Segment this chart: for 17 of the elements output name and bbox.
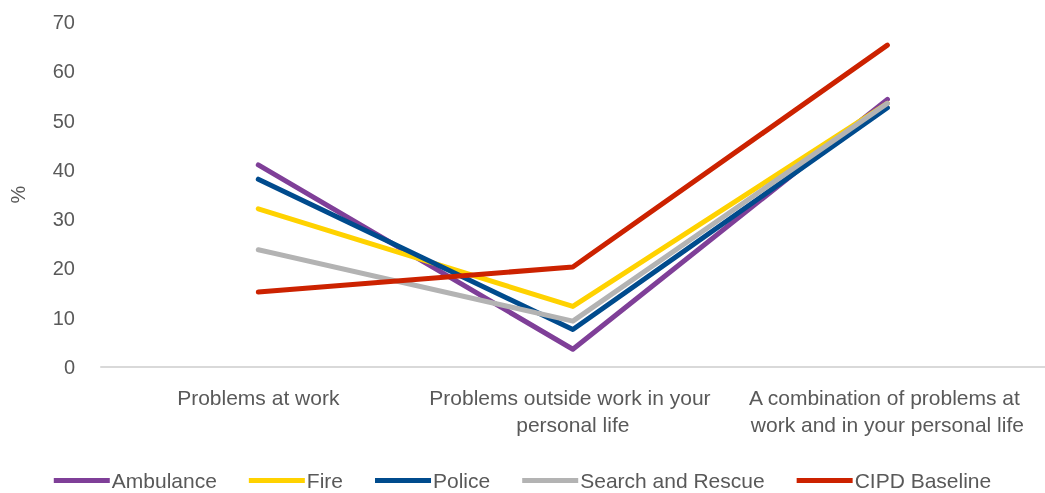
x-tick-label: A combination of problems at work and in your personal life (749, 386, 1026, 436)
x-tick-label: Problems at work (177, 386, 340, 409)
y-axis-title: % (7, 185, 29, 204)
y-tick-label: 60 (52, 60, 75, 83)
y-tick-label: 10 (52, 306, 75, 329)
y-tick-label: 20 (52, 257, 75, 280)
y-tick-label: 70 (52, 11, 75, 33)
legend-label: Fire (306, 469, 344, 492)
legend-label: CIPD Baseline (854, 469, 992, 492)
legend-label: Ambulance (111, 469, 217, 492)
y-tick-label: 30 (52, 208, 75, 231)
y-tick-label: 50 (52, 109, 75, 132)
y-tick-label: 0 (63, 356, 75, 378)
x-tick-label: Problems outside work in your personal life (429, 386, 717, 436)
y-tick-label: 40 (52, 158, 75, 181)
legend-label: Search and Rescue (580, 469, 765, 492)
legend-label: Police (433, 469, 491, 492)
